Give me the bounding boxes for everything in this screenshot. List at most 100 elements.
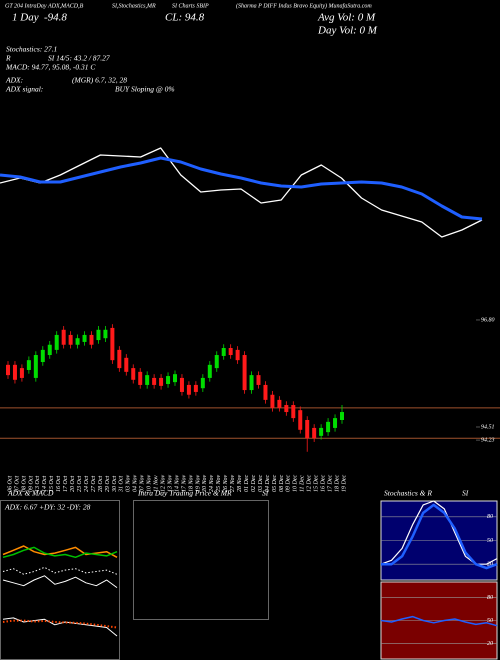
series-line [380,615,498,627]
candle-body [270,394,275,408]
x-tick-label: 04 Nov [132,474,139,492]
panel-title: SI [462,489,469,498]
x-tick-label: 17 Dec [327,475,333,492]
panel-subtitle: ADX: 6.67 +DY: 32 -DY: 28 [4,503,91,512]
header-title: SI,Stochastics,MR [112,3,156,9]
header-title: (Sharma P DIFF Indus Bravo Equity) Munaf… [236,2,372,9]
x-tick-label: 06 Oct [7,476,13,492]
candle-body [242,355,247,391]
x-tick-label: 29 Oct [105,476,111,492]
candle-body [152,377,157,385]
series-line [2,619,118,629]
candle-body [179,377,184,392]
day-vol: Day Vol: 0 M [317,25,378,37]
x-tick-label: 24 Nov [208,474,215,492]
x-tick-label: 20 Nov [202,474,208,492]
x-tick-label: 05 Dec [272,475,278,492]
x-tick-label: 12 Dec [307,475,313,492]
header-title: SI Charts SBIP [172,3,209,9]
x-tick-label: 11 Nov [154,475,160,492]
x-tick-label: 01 Dec [244,475,250,492]
y-tick-label: 50 [487,538,493,544]
panel-title: Intra Day Trading Price & MR [137,489,232,498]
x-tick-label: 28 Oct [98,476,104,492]
y-tick-label: 20 [487,562,493,568]
x-tick-label: 23 Oct [77,476,83,492]
x-tick-label: 18 Dec [334,475,340,492]
candle-body [19,368,24,378]
candle-body [263,384,268,400]
candle-body [333,418,338,428]
panel-frame [133,500,269,620]
y-tick-label: 96.80 [481,317,495,323]
x-tick-label: 02 Dec [251,475,257,492]
candle-body [47,344,52,356]
x-tick-label: 13 Nov [167,474,173,492]
y-tick-label: 94.23 [481,436,495,443]
candle-body [40,349,45,363]
candle-body [173,374,177,383]
x-tick-label: 24 Oct [83,476,90,492]
x-tick-label: 11 Dec [300,475,306,492]
stat: Stochastics: 27.1 [6,45,57,54]
candle-body [312,427,317,439]
x-tick-label: 31 Oct [119,476,125,493]
panel-title: Stochastics & R [384,489,432,498]
candle-body [193,384,198,392]
x-tick-label: 17 Nov [181,474,187,492]
x-tick-label: 08 Dec [279,475,285,492]
x-tick-label: 09 Dec [286,475,292,492]
period: 1 Day [12,12,39,24]
candle-body [319,427,324,436]
x-tick-label: 04 Dec [264,475,271,492]
candle-body [228,348,233,356]
candle-body [291,405,296,419]
y-tick-label: 80 [487,595,493,601]
series-line [0,156,483,221]
x-tick-label: 16 Dec [321,475,327,492]
x-tick-label: 12 Nov [160,474,166,492]
candle-body [284,405,289,413]
header-title: GT 204 IntraDay ADX,MACD,B [5,2,84,9]
y-tick-label: 94.51 [481,423,495,430]
x-tick-label: 30 Oct [112,476,118,493]
candle-body [249,375,254,391]
panel-frame [0,500,120,660]
stat: ADX signal: [5,85,43,94]
stat: MACD: 94.77, 95.08, -0.31 C [5,63,96,72]
x-tick-label: 25 Nov [216,474,222,492]
x-tick-label: 27 Oct [91,476,97,492]
candle-body [326,421,331,433]
x-tick-label: 15 Dec [314,475,320,492]
panel-title: ADX & MACD [7,489,54,498]
candle-body [298,410,303,430]
x-tick-label: 19 Nov [195,474,201,492]
candle-body [305,419,310,439]
stat: SI 14/5: 43.2 / 87.27 [48,54,110,63]
x-tick-label: 20 Oct [70,476,76,492]
x-tick-label: 09 Oct [28,476,34,492]
candle-body [340,412,344,420]
candle-body [117,349,122,369]
series-line [2,545,118,558]
candle-body [200,377,205,389]
candle-body [131,368,136,380]
candle-body [207,364,212,378]
x-tick-label: 28 Nov [237,474,243,492]
x-tick-label: 10 Nov [147,474,153,492]
stat: BUY Sloping @ 0% [115,85,175,94]
x-tick-label: 15 Oct [49,476,55,492]
candle-body [68,334,73,345]
x-tick-label: 26 Nov [223,474,229,492]
candle-body [214,355,219,369]
candle-body [89,334,94,345]
x-tick-label: 13 Oct [35,476,41,492]
candle-body [235,349,240,361]
y-tick-label: 20 [487,641,493,647]
x-tick-label: 14 Oct [41,476,48,492]
panel-title: SI [262,489,269,498]
series-line [2,617,118,637]
x-tick-label: 19 Dec [341,475,347,492]
